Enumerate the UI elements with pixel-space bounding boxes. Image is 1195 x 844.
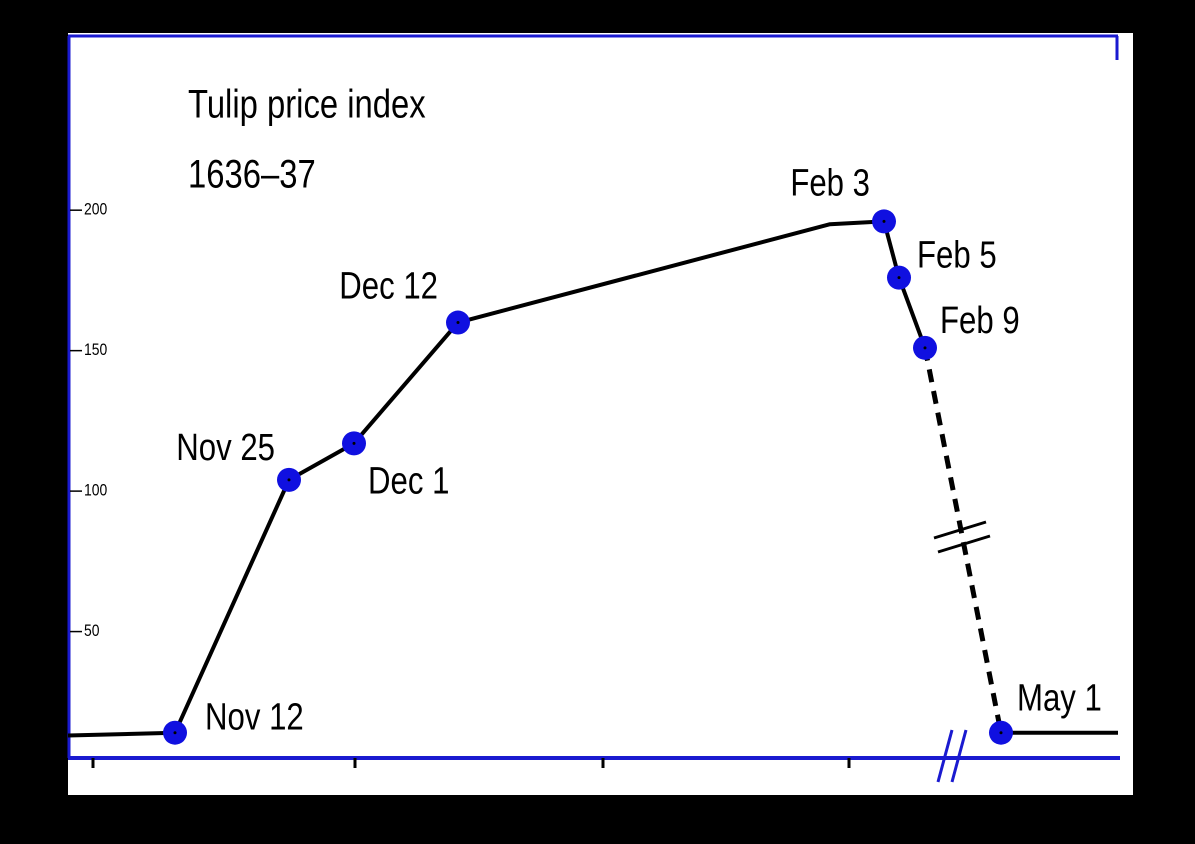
point-label: Nov 12 bbox=[205, 697, 304, 739]
x-tick-marks bbox=[91, 758, 851, 768]
point-label: Feb 3 bbox=[790, 162, 870, 204]
point-label: May 1 bbox=[1017, 678, 1102, 720]
data-point-center bbox=[287, 478, 291, 482]
data-point-center bbox=[882, 219, 886, 223]
point-label: Dec 1 bbox=[368, 460, 449, 502]
point-label: Feb 5 bbox=[917, 235, 997, 277]
point-label: Dec 12 bbox=[339, 266, 438, 308]
data-point-center bbox=[456, 321, 460, 325]
y-tick-label: 50 bbox=[84, 621, 100, 640]
data-point-center bbox=[173, 731, 177, 735]
chart-subtitle: 1636–37 bbox=[188, 153, 316, 197]
data-point-center bbox=[999, 731, 1003, 735]
axis-break bbox=[950, 729, 968, 783]
y-tick-label: 100 bbox=[84, 481, 107, 500]
axis-break bbox=[936, 729, 954, 783]
data-point-center bbox=[897, 276, 901, 280]
data-point-center bbox=[352, 441, 356, 445]
point-label: Nov 25 bbox=[176, 427, 275, 469]
y-tick-label: 200 bbox=[84, 200, 107, 219]
data-point-center bbox=[923, 346, 927, 350]
y-tick-label: 150 bbox=[84, 340, 107, 359]
plot-background bbox=[68, 33, 1133, 795]
point-label: Feb 9 bbox=[940, 300, 1020, 342]
chart-title: Tulip price index bbox=[188, 83, 426, 127]
